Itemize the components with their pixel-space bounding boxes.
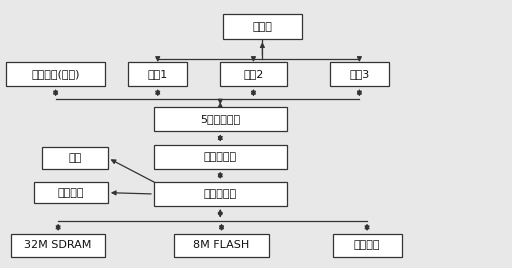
- Bar: [6, 62, 105, 86]
- Text: 时钟电路: 时钟电路: [354, 240, 380, 250]
- Bar: [154, 182, 287, 206]
- Bar: [220, 62, 287, 86]
- Bar: [330, 62, 389, 86]
- Bar: [154, 145, 287, 169]
- Text: 5口交换芯片: 5口交换芯片: [200, 114, 240, 124]
- Bar: [223, 14, 302, 39]
- Bar: [174, 234, 269, 257]
- Text: 调试网口(对外): 调试网口(对外): [31, 69, 80, 79]
- Text: 液晶面板: 液晶面板: [58, 188, 84, 198]
- Text: 网络控制器: 网络控制器: [204, 152, 237, 162]
- Text: 网口1: 网口1: [147, 69, 168, 79]
- Bar: [11, 234, 105, 257]
- Bar: [41, 147, 108, 169]
- Text: 按键: 按键: [68, 153, 81, 163]
- Text: 总线板: 总线板: [252, 22, 272, 32]
- Bar: [154, 107, 287, 131]
- Text: 网口2: 网口2: [243, 69, 264, 79]
- Text: 中央处理器: 中央处理器: [204, 189, 237, 199]
- Bar: [34, 182, 108, 203]
- Text: 网口3: 网口3: [349, 69, 370, 79]
- Text: 32M SDRAM: 32M SDRAM: [25, 240, 92, 250]
- Bar: [129, 62, 187, 86]
- Text: 8M FLASH: 8M FLASH: [194, 240, 250, 250]
- Bar: [333, 234, 401, 257]
